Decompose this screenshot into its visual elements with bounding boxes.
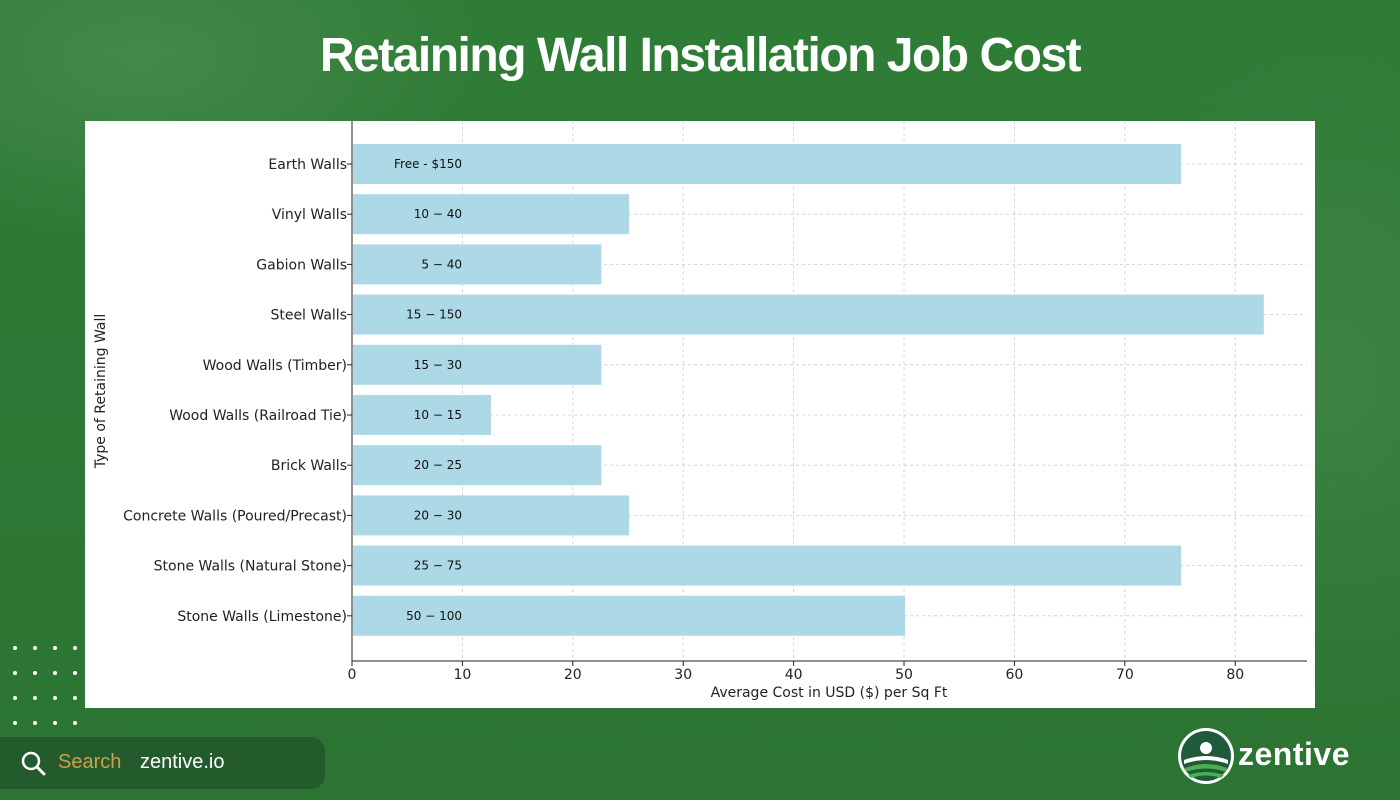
decor-dot: [73, 721, 77, 725]
decor-dot: [33, 721, 37, 725]
y-axis-label: Type of Retaining Wall: [93, 314, 109, 470]
bar-data-label: 15 − 150: [406, 308, 462, 322]
category-label: Vinyl Walls: [272, 207, 347, 223]
decor-dot: [13, 696, 17, 700]
category-label: Concrete Walls (Poured/Precast): [123, 508, 347, 524]
category-label: Wood Walls (Timber): [203, 358, 347, 374]
bar-data-label: 5 − 40: [421, 257, 462, 271]
x-tick-label: 80: [1226, 667, 1244, 683]
x-tick-label: 10: [453, 667, 471, 683]
bar: [353, 595, 906, 636]
decor-dot: [13, 671, 17, 675]
bar-chart: Free - $150 10 − 40 5 − 40 15 − 150 15 − 30 1…: [93, 121, 1307, 701]
decor-dot: [53, 721, 57, 725]
bar: [353, 294, 1264, 335]
decor-dot: [33, 671, 37, 675]
bar: [353, 495, 630, 536]
category-label: Stone Walls (Natural Stone): [154, 559, 347, 575]
bar: [353, 445, 602, 486]
x-tick-label: 70: [1116, 667, 1134, 683]
bar-data-label: 10 − 40: [414, 207, 462, 221]
bar-data-label: 50 − 100: [406, 609, 462, 623]
x-axis-label: Average Cost in USD ($) per Sq Ft: [711, 685, 948, 701]
search-label: Search: [58, 751, 122, 773]
bar-data-label: 15 − 30: [414, 358, 462, 372]
bar: [353, 244, 602, 285]
decor-dot: [73, 671, 77, 675]
category-label: Brick Walls: [271, 458, 347, 474]
category-label: Earth Walls: [268, 157, 347, 173]
decor-dot: [53, 646, 57, 650]
x-tick-label: 30: [674, 667, 692, 683]
bar: [353, 144, 1182, 184]
bar-data-label: 20 − 25: [414, 458, 462, 472]
bar: [353, 194, 630, 235]
category-label: Gabion Walls: [256, 257, 347, 273]
bar-data-label: 10 − 15: [414, 408, 462, 422]
search-icon: [21, 751, 46, 776]
decor-dot: [73, 646, 77, 650]
bar-data-label: Free - $150: [394, 157, 462, 171]
search-domain: zentive.io: [140, 751, 225, 773]
x-tick-label: 60: [1006, 667, 1024, 683]
x-tick-label: 50: [895, 667, 913, 683]
bar-data-label: 25 − 75: [414, 559, 462, 573]
page-title: Retaining Wall Installation Job Cost: [319, 29, 1082, 82]
dot-grid-decoration: [8, 640, 88, 730]
brand-logo: zentive: [1176, 726, 1376, 786]
decor-dot: [53, 696, 57, 700]
zentive-logo-icon: [1178, 728, 1234, 784]
decor-dot: [33, 696, 37, 700]
decor-dot: [13, 721, 17, 725]
x-tick-label: 20: [564, 667, 582, 683]
chart-panel: Free - $150 10 − 40 5 − 40 15 − 150 15 − 30 1…: [85, 121, 1315, 708]
category-label: Wood Walls (Railroad Tie): [169, 408, 347, 424]
bar: [353, 395, 492, 435]
category-label: Steel Walls: [270, 308, 347, 324]
bar: [353, 545, 1182, 586]
decor-dot: [33, 646, 37, 650]
category-label: Stone Walls (Limestone): [177, 609, 347, 625]
search-bar[interactable]: Search zentive.io: [0, 737, 325, 789]
decor-dot: [73, 696, 77, 700]
decor-dot: [13, 646, 17, 650]
x-tick-label: 0: [348, 667, 357, 683]
decor-dot: [53, 671, 57, 675]
x-tick-label: 40: [785, 667, 803, 683]
bar-data-label: 20 − 30: [414, 508, 462, 522]
bar: [353, 344, 602, 385]
brand-name: zentive: [1238, 736, 1350, 772]
